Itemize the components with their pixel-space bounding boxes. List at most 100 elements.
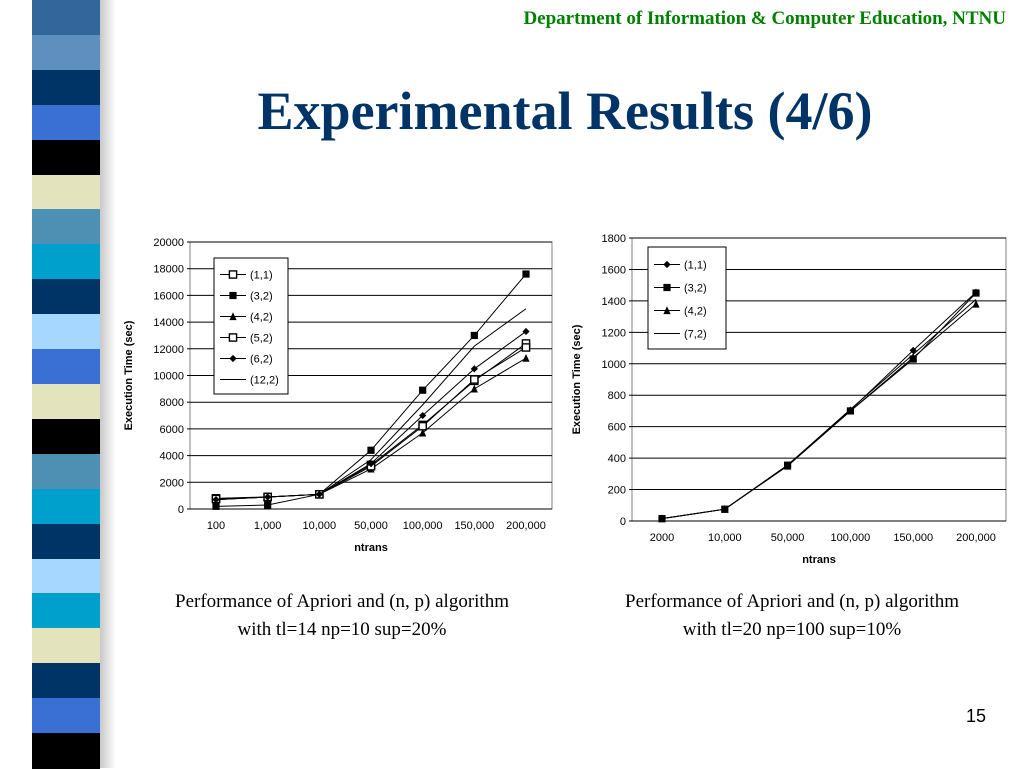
data-point	[972, 299, 980, 308]
legend-label: (5,2)	[250, 333, 273, 345]
legend-label: (7,2)	[684, 329, 707, 341]
x-tick-label: 150,000	[893, 532, 933, 544]
x-tick-label: 10,000	[708, 532, 742, 544]
stripe-block	[32, 628, 100, 665]
department-header: Department of Information & Computer Edu…	[523, 8, 1006, 29]
chart-left-nproc-20: 0 2000 4000 6000 8000 10000 12000 14000 16000 180…	[118, 225, 563, 565]
legend-marker	[228, 270, 238, 279]
chart-svg: 0 2000 4000 6000 8000 10000 12000 14000 16000 180…	[123, 237, 553, 554]
legend: (1,1) (3,2) (4,2) (7,2)	[647, 246, 727, 350]
legend-marker	[663, 283, 671, 292]
data-point	[418, 421, 427, 431]
y-tick-label: 18000	[153, 264, 184, 276]
data-point	[909, 353, 917, 362]
y-tick-label: 1800	[602, 233, 626, 245]
stripe-block	[32, 244, 100, 281]
y-tick-label: 10000	[153, 371, 184, 383]
data-point	[212, 502, 220, 510]
x-tick-label: 50,000	[771, 532, 805, 544]
legend-label: (1,1)	[684, 260, 707, 272]
caption-right-line1: Performance of Apriori and (n, p) algori…	[625, 591, 959, 612]
stripe-block	[32, 384, 100, 420]
stripe-block	[32, 0, 100, 36]
caption-right: Performance of Apriori and (n, p) algori…	[582, 588, 1002, 644]
data-point	[419, 386, 427, 394]
stripe-block	[32, 453, 100, 490]
data-point	[521, 343, 531, 352]
data-point	[522, 353, 530, 362]
y-tick-label: 16000	[153, 290, 184, 302]
series-line	[661, 298, 977, 520]
y-tick-label: 200	[608, 485, 626, 497]
stripe-block	[32, 488, 100, 525]
caption-left: Performance of Apriori and (n, p) algori…	[132, 588, 552, 644]
stripe-block	[32, 523, 100, 560]
stripe-block	[32, 34, 100, 71]
y-tick-label: 1600	[602, 264, 626, 276]
legend: (1,1) (3,2) (4,2) (5,2) (6,2) (12,2)	[213, 257, 289, 395]
stripe-shadow	[100, 0, 116, 768]
legend-label: (1,1)	[250, 270, 273, 282]
x-axis-title: ntrans	[802, 554, 836, 566]
x-axis-title: ntrans	[354, 542, 388, 554]
x-tick-label: 2000	[650, 532, 674, 544]
y-tick-label: 8000	[160, 397, 184, 409]
stripe-block	[32, 279, 100, 316]
data-point	[470, 365, 478, 373]
legend-box	[213, 257, 289, 395]
caption-right-line2: with tl=20 np=100 sup=10%	[682, 619, 902, 640]
data-point	[470, 331, 478, 340]
series	[661, 298, 977, 520]
stripe-block	[32, 733, 100, 769]
y-tick-label: 0	[178, 504, 184, 516]
data-point	[367, 460, 375, 468]
series-line	[215, 308, 527, 501]
y-tick-label: 2000	[160, 477, 184, 489]
chart-svg: 0 200 400 600 800 1000 1200 1400 1600 1800 2000 10,…	[571, 233, 1007, 566]
legend-marker	[229, 354, 237, 363]
legend-label: (12,2)	[250, 375, 279, 387]
legend-marker	[663, 260, 671, 269]
chart-right-nproc-100: 0 200 400 600 800 1000 1200 1400 1600 1800 2000 10,…	[566, 225, 1016, 573]
stripe-block	[32, 69, 100, 106]
x-tick-label: 150,000	[454, 520, 494, 532]
data-point	[264, 501, 272, 509]
decorative-stripe-bar	[32, 0, 100, 769]
x-tick-label: 50,000	[354, 520, 388, 532]
y-tick-label: 1000	[602, 359, 626, 371]
stripe-block	[32, 558, 100, 595]
legend-marker	[228, 333, 238, 342]
y-axis-title: Execution Time (sec)	[571, 324, 583, 434]
data-point	[846, 406, 854, 415]
stripe-block	[32, 104, 100, 141]
stripe-block	[32, 139, 100, 176]
x-tick-label: 100,000	[831, 532, 871, 544]
stripe-block	[32, 174, 100, 211]
legend-marker	[229, 312, 237, 321]
x-tick-label: 1,000	[254, 520, 282, 532]
slide-title: Experimental Results (4/6)	[257, 81, 873, 141]
legend-marker	[663, 306, 671, 315]
y-tick-label: 600	[608, 422, 626, 434]
data-point	[367, 446, 375, 454]
y-tick-label: 1200	[602, 327, 626, 339]
y-axis-title: Execution Time (sec)	[123, 320, 135, 430]
y-tick-label: 14000	[153, 317, 184, 329]
legend-label: (4,2)	[684, 306, 707, 318]
data-point	[419, 428, 427, 437]
y-tick-label: 4000	[160, 451, 184, 463]
data-point	[470, 384, 478, 393]
legend-label: (3,2)	[684, 283, 707, 295]
stripe-block	[32, 663, 100, 700]
stripe-block	[32, 209, 100, 246]
stripe-block	[32, 314, 100, 351]
caption-left-line1: Performance of Apriori and (n, p) algori…	[175, 591, 509, 612]
y-tick-label: 20000	[153, 237, 184, 249]
y-tick-label: 6000	[160, 424, 184, 436]
y-tick-label: 0	[620, 516, 626, 528]
x-tick-label: 100	[207, 520, 225, 532]
series	[215, 308, 527, 501]
stripe-block	[32, 349, 100, 385]
y-tick-label: 1400	[602, 296, 626, 308]
legend-label: (6,2)	[250, 354, 273, 366]
